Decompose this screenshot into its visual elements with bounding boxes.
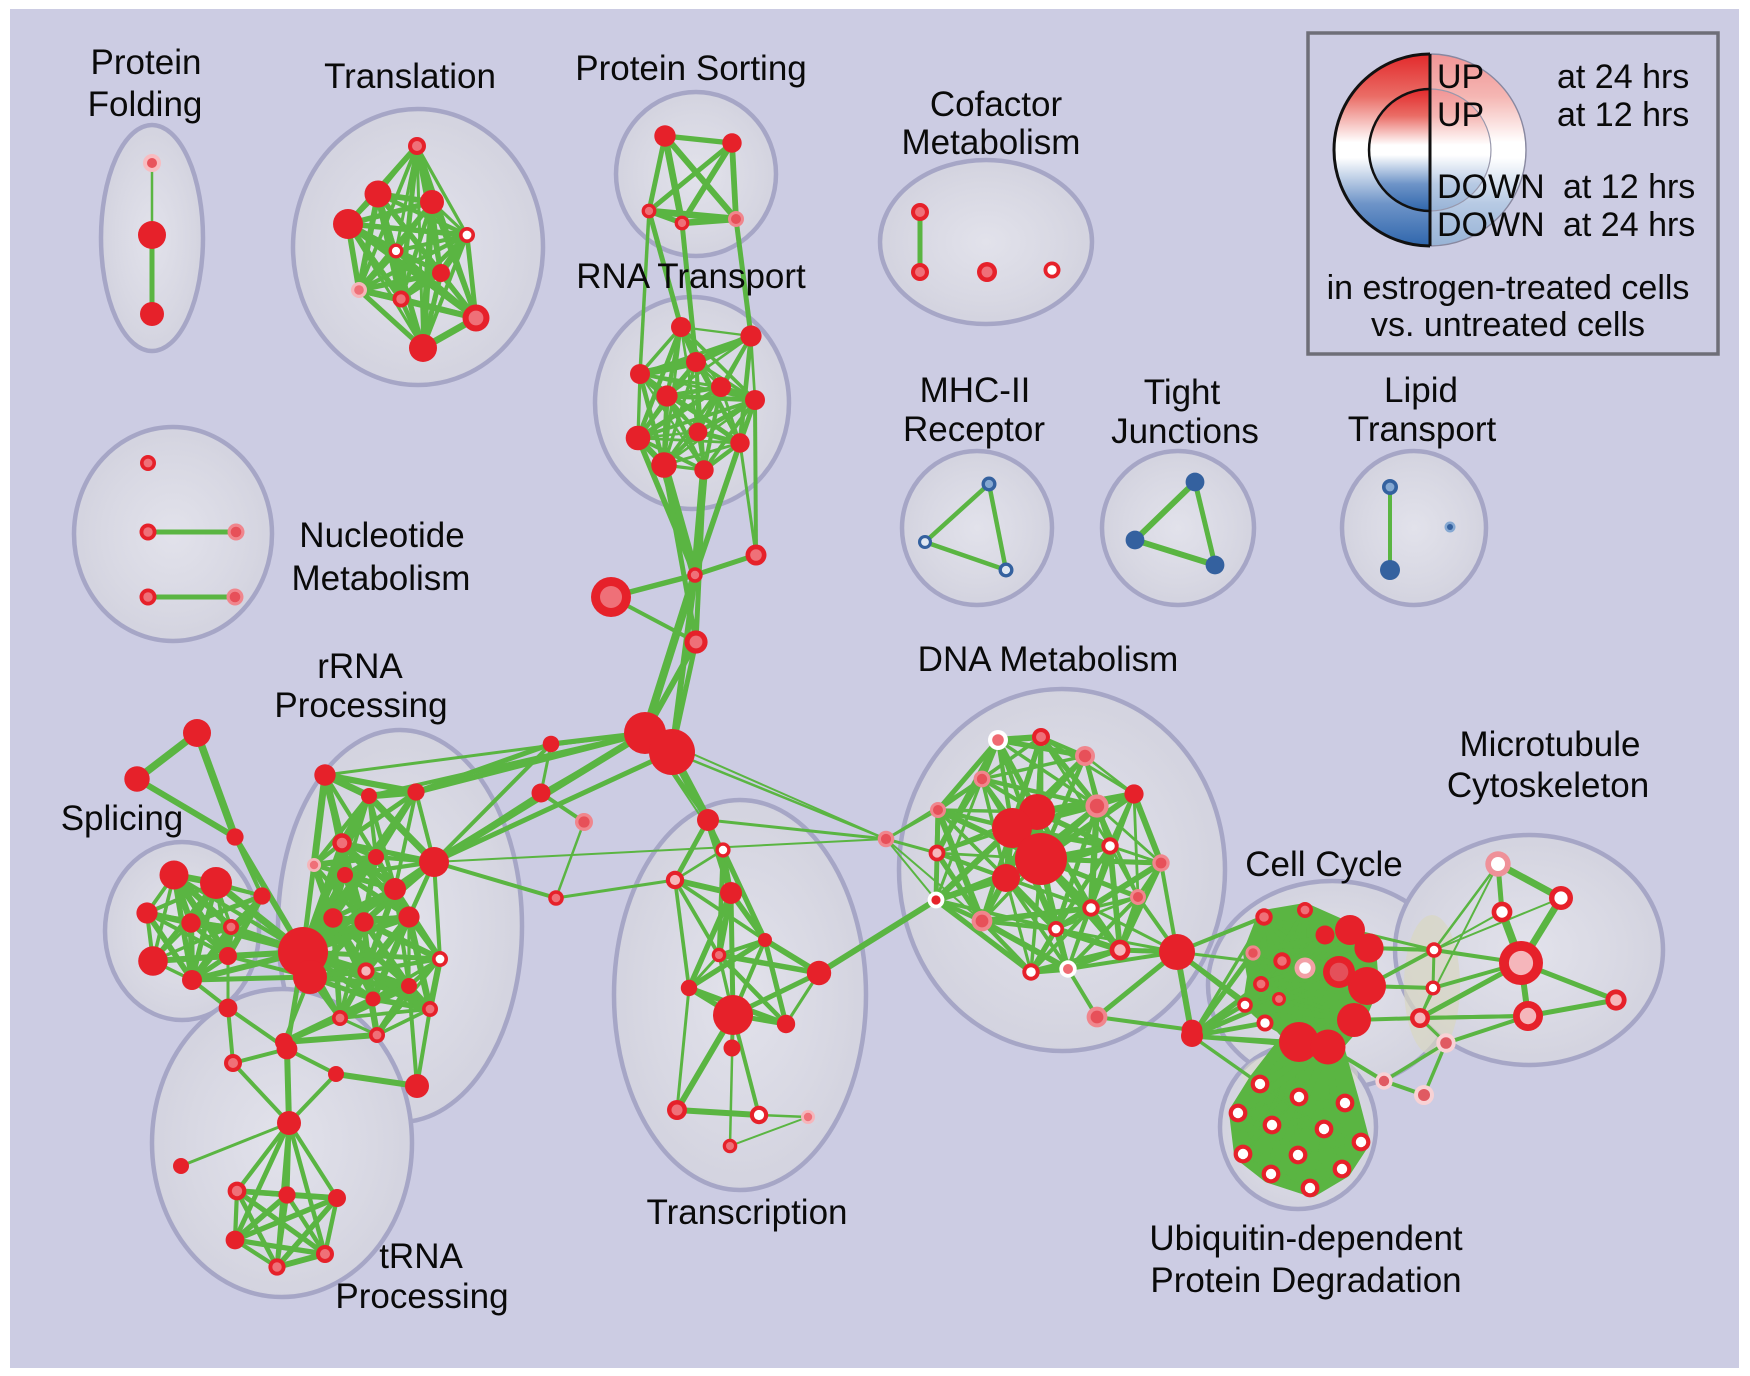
svg-text:Ubiquitin-dependent: Ubiquitin-dependent <box>1149 1219 1463 1258</box>
svg-text:at 12 hrs: at 12 hrs <box>1563 168 1695 206</box>
svg-text:Translation: Translation <box>324 57 496 96</box>
svg-text:Microtubule: Microtubule <box>1460 725 1641 764</box>
svg-text:Metabolism: Metabolism <box>902 123 1081 162</box>
svg-text:Cell Cycle: Cell Cycle <box>1245 845 1403 884</box>
svg-text:DOWN: DOWN <box>1437 206 1545 244</box>
svg-text:Junctions: Junctions <box>1111 412 1259 451</box>
svg-text:Transcription: Transcription <box>647 1193 848 1232</box>
svg-text:Splicing: Splicing <box>61 799 184 838</box>
svg-text:Lipid: Lipid <box>1384 371 1458 410</box>
svg-text:Folding: Folding <box>88 85 203 124</box>
svg-text:RNA Transport: RNA Transport <box>576 257 806 296</box>
svg-text:rRNA: rRNA <box>317 647 403 686</box>
svg-text:Cofactor: Cofactor <box>930 85 1063 124</box>
svg-text:Processing: Processing <box>335 1277 508 1316</box>
svg-text:at 12 hrs: at 12 hrs <box>1557 96 1689 134</box>
svg-text:Protein Sorting: Protein Sorting <box>575 49 807 88</box>
svg-text:DOWN: DOWN <box>1437 168 1545 206</box>
svg-text:Protein: Protein <box>91 43 202 82</box>
svg-text:Processing: Processing <box>274 686 447 725</box>
svg-text:at 24 hrs: at 24 hrs <box>1557 58 1689 96</box>
svg-text:Tight: Tight <box>1144 373 1221 412</box>
svg-text:tRNA: tRNA <box>379 1237 463 1276</box>
svg-text:Transport: Transport <box>1348 410 1497 449</box>
svg-text:UP: UP <box>1437 58 1484 96</box>
svg-text:Nucleotide: Nucleotide <box>299 516 464 555</box>
svg-text:Receptor: Receptor <box>903 410 1045 449</box>
svg-text:MHC-II: MHC-II <box>920 371 1031 410</box>
svg-text:Protein Degradation: Protein Degradation <box>1150 1261 1461 1300</box>
svg-text:DNA Metabolism: DNA Metabolism <box>918 640 1179 679</box>
svg-text:Metabolism: Metabolism <box>292 559 471 598</box>
svg-text:Cytoskeleton: Cytoskeleton <box>1447 766 1649 805</box>
svg-text:in estrogen-treated cells: in estrogen-treated cells <box>1327 269 1690 307</box>
svg-text:UP: UP <box>1437 96 1484 134</box>
svg-text:at 24 hrs: at 24 hrs <box>1563 206 1695 244</box>
svg-text:vs. untreated cells: vs. untreated cells <box>1371 306 1645 344</box>
